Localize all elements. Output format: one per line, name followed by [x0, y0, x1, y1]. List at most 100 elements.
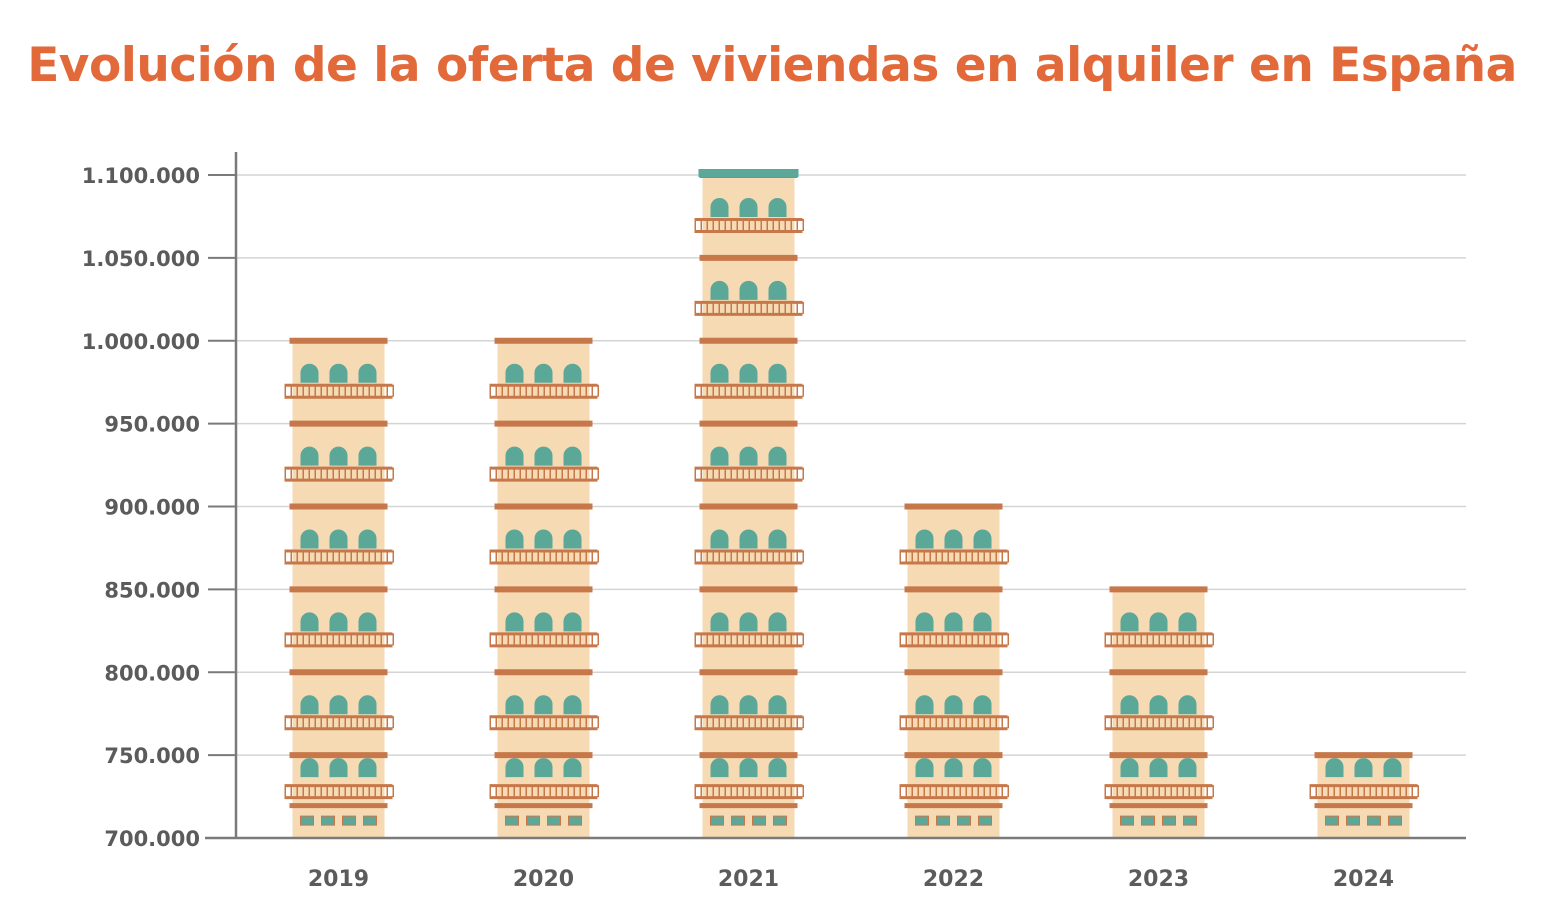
balcony-post [959, 785, 961, 798]
balcony-post [501, 467, 503, 480]
balcony-post [332, 550, 334, 563]
balcony-floor [899, 727, 1008, 731]
balcony-post [573, 467, 575, 480]
balcony-post [290, 384, 292, 397]
balcony-post [507, 785, 509, 798]
balcony-post [1164, 716, 1166, 729]
balcony-post [537, 384, 539, 397]
balcony-post [591, 633, 593, 646]
x-tick-label: 2022 [923, 867, 984, 892]
balcony-post [1351, 785, 1353, 798]
y-tick-label: 750.000 [104, 744, 200, 768]
floor-trim [904, 669, 1003, 676]
balcony-post [917, 550, 919, 563]
balcony-post [561, 384, 563, 397]
balcony-post [1170, 785, 1172, 798]
floor-trim [494, 337, 593, 344]
balcony-post [374, 785, 376, 798]
window [973, 695, 992, 715]
balcony-post [995, 633, 997, 646]
balcony-post [501, 550, 503, 563]
balcony-post [971, 785, 973, 798]
window [768, 529, 787, 549]
balcony-post [784, 633, 786, 646]
balcony-post [1182, 633, 1184, 646]
balcony-post [561, 550, 563, 563]
balcony-post [1110, 633, 1112, 646]
balcony-post [694, 550, 696, 563]
balcony-post [513, 467, 515, 480]
balcony-post [531, 716, 533, 729]
floor-trim [699, 669, 798, 676]
balcony-post [308, 384, 310, 397]
ground-window [363, 815, 377, 826]
balcony-post [567, 633, 569, 646]
balcony-post [567, 716, 569, 729]
balcony-post [1327, 785, 1329, 798]
ground-window [321, 815, 335, 826]
balcony-post [736, 716, 738, 729]
y-tick-label: 900.000 [104, 496, 200, 520]
window [944, 612, 963, 632]
balcony-post [965, 550, 967, 563]
y-tick-label: 950.000 [104, 413, 200, 437]
window [973, 529, 992, 549]
window [534, 695, 553, 715]
balcony-post [778, 219, 780, 231]
balcony-floor [284, 561, 393, 565]
window [915, 612, 934, 632]
balcony-post [1387, 785, 1389, 798]
ground-window [1388, 815, 1402, 826]
ground-window [568, 815, 582, 826]
balcony-post [748, 467, 750, 480]
balcony-post [784, 550, 786, 563]
floor-trim [1109, 669, 1208, 676]
balcony-post [374, 633, 376, 646]
balcony-post [754, 785, 756, 798]
floor-trim [699, 503, 798, 510]
balcony-post [965, 785, 967, 798]
ground-window [1346, 815, 1360, 826]
balcony-post [802, 301, 804, 314]
ground-window [752, 815, 766, 826]
balcony-post [350, 785, 352, 798]
balcony-post [501, 785, 503, 798]
window [710, 363, 729, 383]
balcony-post [724, 301, 726, 314]
balcony-post [579, 785, 581, 798]
balcony-post [1375, 785, 1377, 798]
balcony-post [911, 633, 913, 646]
balcony-post [386, 633, 388, 646]
window [563, 446, 582, 466]
balcony-post [730, 467, 732, 480]
floor-trim [494, 586, 593, 593]
balcony-post [899, 550, 901, 563]
balcony-post [531, 550, 533, 563]
balcony-post [977, 633, 979, 646]
balcony-post [344, 785, 346, 798]
balcony-post [1134, 716, 1136, 729]
balcony-post [772, 467, 774, 480]
balcony-post [296, 633, 298, 646]
balcony-floor [1104, 727, 1213, 731]
window [534, 612, 553, 632]
balcony-post [561, 785, 563, 798]
balcony-post [495, 550, 497, 563]
balcony-post [296, 550, 298, 563]
ground-window [300, 815, 314, 826]
balcony-post [549, 785, 551, 798]
building-bar [489, 337, 599, 838]
balcony-post [573, 785, 575, 798]
balcony-post [489, 550, 491, 563]
balcony-post [724, 219, 726, 231]
balcony-post [790, 467, 792, 480]
balcony-post [284, 633, 286, 646]
balcony-post [766, 550, 768, 563]
balcony-post [296, 384, 298, 397]
balcony-post [995, 785, 997, 798]
balcony-post [368, 716, 370, 729]
window [710, 280, 729, 300]
balcony-post [712, 716, 714, 729]
balcony-post [362, 785, 364, 798]
balcony-post [1194, 785, 1196, 798]
